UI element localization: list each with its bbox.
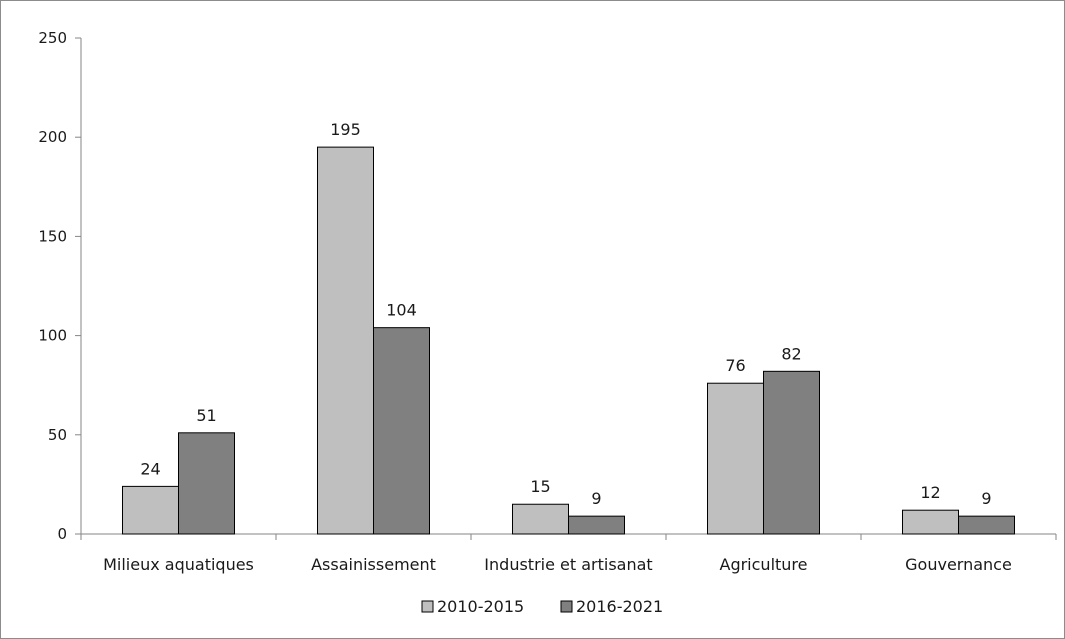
data-label: 15 — [530, 477, 550, 496]
bars — [122, 146, 1015, 535]
x-tick-label: Assainissement — [311, 555, 436, 574]
data-label: 82 — [781, 344, 801, 363]
data-label: 51 — [196, 406, 216, 425]
y-tick-label: 150 — [38, 227, 67, 245]
y-tick-label: 200 — [38, 128, 67, 146]
x-tick-label: Industrie et artisanat — [484, 555, 652, 574]
legend-label: 2016-2021 — [576, 597, 663, 616]
bar — [122, 485, 179, 535]
data-label: 9 — [591, 489, 601, 508]
x-tick-label: Agriculture — [720, 555, 808, 574]
bar — [707, 382, 764, 535]
y-tick-label: 0 — [57, 525, 67, 543]
bar — [512, 503, 569, 535]
bar — [958, 515, 1015, 535]
data-label: 12 — [920, 483, 940, 502]
bar — [317, 146, 374, 535]
x-tick-label: Milieux aquatiques — [103, 555, 254, 574]
data-label: 24 — [140, 459, 160, 478]
axes: 0 50 100 150 200 250 Milieux aquatiques Assaini… — [38, 29, 1057, 574]
bar — [902, 509, 959, 535]
data-label: 104 — [386, 301, 417, 320]
legend-swatch — [560, 600, 573, 613]
x-tick-label: Gouvernance — [905, 555, 1012, 574]
bar — [568, 515, 625, 535]
y-tick-label: 100 — [38, 327, 67, 345]
bar — [763, 370, 820, 535]
legend-swatch — [421, 600, 434, 613]
bar — [373, 327, 430, 535]
bar — [178, 432, 235, 535]
data-label: 9 — [981, 489, 991, 508]
y-tick-label: 250 — [38, 29, 67, 47]
data-label: 195 — [330, 120, 361, 139]
data-labels: 24 51 195 104 15 9 76 82 12 9 — [140, 120, 991, 508]
legend: 2010-2015 2016-2021 — [421, 597, 663, 616]
data-label: 76 — [725, 356, 745, 375]
legend-label: 2010-2015 — [437, 597, 524, 616]
y-tick-label: 50 — [48, 426, 67, 444]
